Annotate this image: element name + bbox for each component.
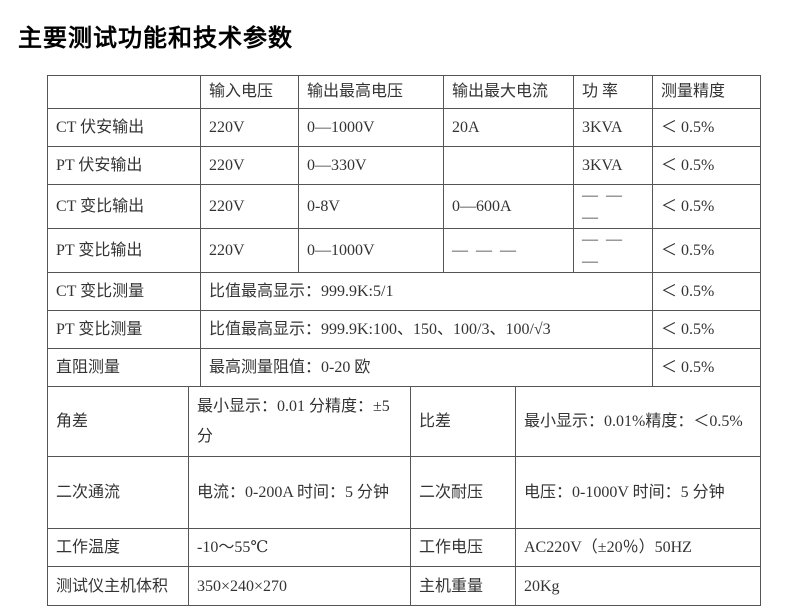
cell-power: — — —: [573, 228, 653, 274]
header-cell-blank: [47, 75, 201, 109]
row-label: CT 变比输出: [47, 183, 201, 230]
cell-input-voltage: 220V: [200, 146, 299, 185]
cell-max-voltage: 0-8V: [298, 183, 444, 230]
row-label: 角差: [47, 386, 189, 458]
row-label: PT 变比测量: [47, 310, 201, 350]
cell-accuracy: ＜ 0.5%: [652, 228, 761, 274]
spec-tables: 输入电压 输出最高电压 输出最大电流 功 率 测量精度 CT 伏安输出 220V…: [47, 75, 761, 607]
table-row-resistance-measure: 直阻测量 最高测量阻值：0-20 欧 ＜ 0.5%: [47, 348, 761, 388]
table-row-mainframe-size: 测试仪主机体积 350×240×270 主机重量 20Kg: [47, 566, 761, 607]
cell-input-voltage: 220V: [200, 183, 299, 230]
cell-power: 3KVA: [573, 108, 653, 147]
table-row-angle-error: 角差 最小显示：0.01 分精度：±5 分 比差 最小显示：0.01%精度：＜0…: [47, 386, 761, 458]
cell-max-voltage: 0—330V: [298, 146, 444, 185]
row-label: CT 伏安输出: [47, 108, 201, 147]
page-title: 主要测试功能和技术参数: [18, 26, 293, 52]
cell-accuracy: ＜ 0.5%: [652, 272, 761, 312]
table-row-pt-ratio-output: PT 变比输出 220V 0—1000V — — — — — — ＜ 0.5%: [47, 228, 761, 274]
row-label: 二次通流: [47, 456, 189, 530]
header-cell-accuracy: 测量精度: [652, 75, 761, 109]
spec-table-lower: 角差 最小显示：0.01 分精度：±5 分 比差 最小显示：0.01%精度：＜0…: [47, 386, 761, 607]
cell-value: 最小显示：0.01 分精度：±5 分: [188, 386, 411, 458]
cell-input-voltage: 220V: [200, 108, 299, 147]
header-cell-max-voltage: 输出最高电压: [298, 75, 444, 109]
cell-max-voltage: 0—1000V: [298, 228, 444, 274]
cell-value2: AC220V（±20％）50HZ: [515, 528, 761, 568]
table-row-ct-ratio-output: CT 变比输出 220V 0-8V 0—600A — — — ＜ 0.5%: [47, 183, 761, 230]
row-label2: 二次耐压: [410, 456, 516, 530]
cell-value: 350×240×270: [188, 566, 411, 607]
cell-accuracy: ＜ 0.5%: [652, 146, 761, 185]
header-cell-max-current: 输出最大电流: [443, 75, 574, 109]
table-row-secondary-current: 二次通流 电流：0-200A 时间：5 分钟 二次耐压 电压：0-1000V 时…: [47, 456, 761, 530]
cell-value: 电流：0-200A 时间：5 分钟: [188, 456, 411, 530]
row-label: CT 变比测量: [47, 272, 201, 312]
table-row-pt-va-output: PT 伏安输出 220V 0—330V 3KVA ＜ 0.5%: [47, 146, 761, 185]
cell-max-current: 20A: [443, 108, 574, 147]
cell-accuracy: ＜ 0.5%: [652, 348, 761, 388]
cell-value: -10～55℃: [188, 528, 411, 568]
cell-measure-value: 最高测量阻值：0-20 欧: [200, 348, 653, 388]
table-row-ct-ratio-measure: CT 变比测量 比值最高显示：999.9K:5/1 ＜ 0.5%: [47, 272, 761, 312]
table-row-pt-ratio-measure: PT 变比测量 比值最高显示：999.9K:100、150、100/3、100/…: [47, 310, 761, 350]
cell-input-voltage: 220V: [200, 228, 299, 274]
cell-accuracy: ＜ 0.5%: [652, 108, 761, 147]
row-label2: 工作电压: [410, 528, 516, 568]
cell-max-current: [443, 146, 574, 185]
cell-accuracy: ＜ 0.5%: [652, 310, 761, 350]
cell-max-current: — — —: [443, 228, 574, 274]
header-row: 输入电压 输出最高电压 输出最大电流 功 率 测量精度: [47, 75, 761, 109]
row-label: 直阻测量: [47, 348, 201, 388]
cell-max-voltage: 0—1000V: [298, 108, 444, 147]
row-label2: 比差: [410, 386, 516, 458]
cell-value2: 电压：0-1000V 时间：5 分钟: [515, 456, 761, 530]
cell-power: — — —: [573, 183, 653, 230]
cell-value2: 20Kg: [515, 566, 761, 607]
cell-value2: 最小显示：0.01%精度：＜0.5%: [515, 386, 761, 458]
header-cell-power: 功 率: [573, 75, 653, 109]
cell-power: 3KVA: [573, 146, 653, 185]
cell-accuracy: ＜ 0.5%: [652, 183, 761, 230]
row-label: PT 伏安输出: [47, 146, 201, 185]
cell-measure-value: 比值最高显示：999.9K:100、150、100/3、100/√3: [200, 310, 653, 350]
cell-max-current: 0—600A: [443, 183, 574, 230]
header-cell-input-voltage: 输入电压: [200, 75, 299, 109]
row-label: PT 变比输出: [47, 228, 201, 274]
row-label2: 主机重量: [410, 566, 516, 607]
row-label: 测试仪主机体积: [47, 566, 189, 607]
table-row-ct-va-output: CT 伏安输出 220V 0—1000V 20A 3KVA ＜ 0.5%: [47, 108, 761, 147]
spec-table-upper: 输入电压 输出最高电压 输出最大电流 功 率 测量精度 CT 伏安输出 220V…: [47, 75, 761, 388]
table-row-working-temperature: 工作温度 -10～55℃ 工作电压 AC220V（±20％）50HZ: [47, 528, 761, 568]
cell-measure-value: 比值最高显示：999.9K:5/1: [200, 272, 653, 312]
row-label: 工作温度: [47, 528, 189, 568]
